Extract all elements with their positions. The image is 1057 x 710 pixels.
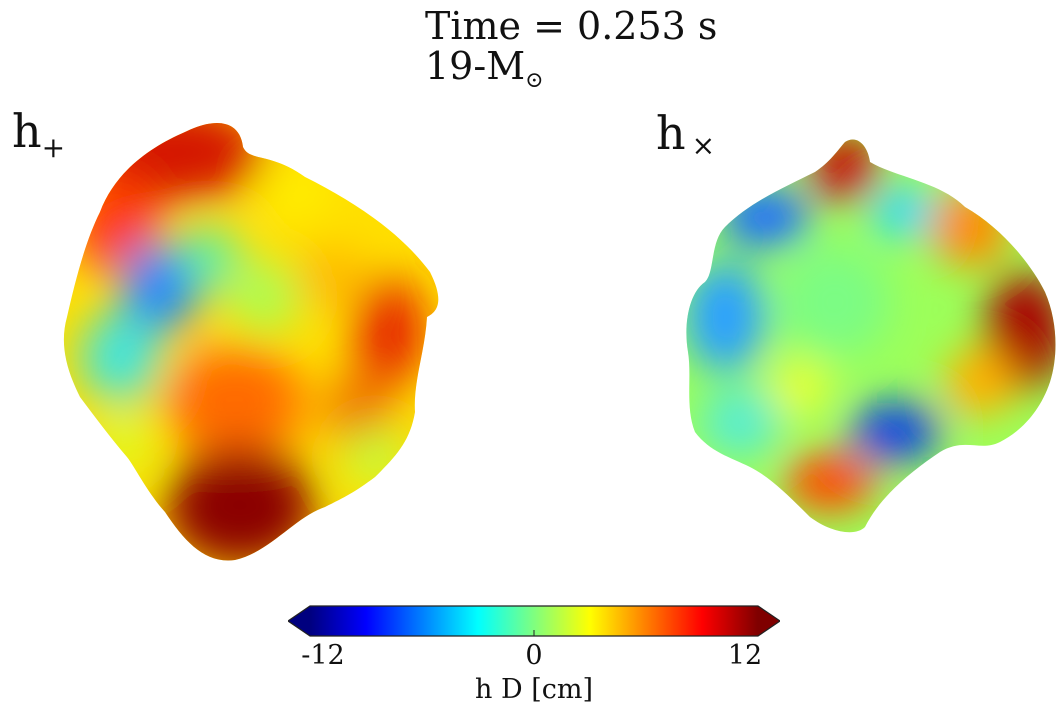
h-cross-label: h × bbox=[656, 110, 715, 169]
colorbar-tick-max: 12 bbox=[727, 640, 763, 671]
h-cross-base: h bbox=[656, 106, 686, 160]
time-text: Time = 0.253 s bbox=[425, 4, 718, 48]
h-cross-surface bbox=[686, 139, 1056, 533]
mass-text: 19-M⊙ bbox=[425, 46, 717, 101]
colorbar-max-arrow bbox=[758, 606, 780, 636]
mass-prefix: 19-M bbox=[425, 44, 526, 88]
colorbar-tick-zero: 0 bbox=[525, 640, 543, 671]
colorbar-outline bbox=[288, 605, 780, 637]
h-plus-surface bbox=[63, 123, 439, 561]
colorbar bbox=[288, 605, 780, 637]
h-cross-subscript: × bbox=[691, 129, 716, 162]
h-plus-base: h bbox=[12, 104, 42, 158]
colorbar-tick-min: -12 bbox=[301, 640, 345, 671]
h-plus-subscript: + bbox=[41, 131, 66, 164]
solar-mass-symbol: ⊙ bbox=[525, 68, 544, 93]
h-plus-label: h+ bbox=[12, 108, 65, 171]
figure-title: Time = 0.253 s 19-M⊙ bbox=[425, 6, 717, 101]
colorbar-min-arrow bbox=[288, 606, 310, 636]
colorbar-label: h D [cm] bbox=[475, 674, 593, 705]
